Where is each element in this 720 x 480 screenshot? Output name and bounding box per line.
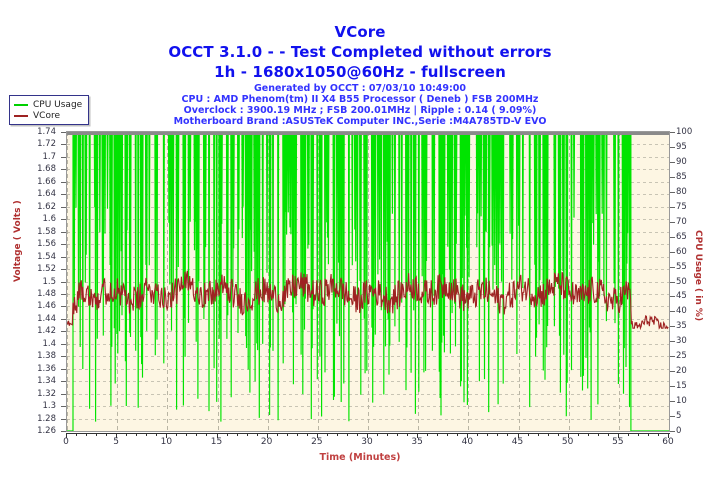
x-axis-tick-label: 25 [311, 437, 323, 447]
y-axis-right-ticks [670, 131, 675, 432]
legend-label-cpu-usage: CPU Usage [33, 99, 83, 110]
y-axis-right-tick-label: 30 [676, 336, 687, 347]
legend-label-vcore: VCore [33, 110, 60, 121]
y-axis-right-tick-label: 75 [676, 201, 687, 212]
y-axis-left-tick-label: 1.32 [37, 388, 56, 399]
y-axis-left-tick-label: 1.6 [42, 214, 56, 225]
plot-series [67, 132, 669, 431]
y-axis-right-tick-label: 85 [676, 171, 687, 182]
x-axis-labels: 0 5 10 15 20 25 30 35 40 45 50 55 60 [63, 437, 674, 451]
y-axis-left-tick-label: 1.4 [42, 338, 56, 349]
chart-legend: CPU Usage VCore [9, 95, 90, 125]
y-axis-right-tick-label: 15 [676, 381, 687, 392]
y-axis-left-tick-label: 1.44 [37, 313, 56, 324]
y-axis-right-title: CPU Usage ( in %) [693, 230, 703, 322]
legend-swatch-icon-cpu-usage [14, 103, 28, 106]
x-axis-tick-label: 45 [511, 437, 524, 447]
y-axis-left-tick-label: 1.66 [37, 176, 56, 187]
x-axis-title: Time (Minutes) [319, 452, 401, 463]
y-axis-left-tick-label: 1.36 [37, 363, 56, 374]
y-axis-left-tick-label: 1.7 [42, 151, 56, 162]
chart-title-line2: OCCT 3.1.0 - - Test Completed without er… [168, 43, 552, 61]
chart-title-line3: 1h - 1680x1050@60Hz - fullscreen [214, 63, 506, 81]
y-axis-right-tick-label: 0 [676, 426, 682, 436]
y-axis-right-tick-label: 45 [676, 291, 687, 302]
x-axis-tick-label: 30 [361, 437, 373, 447]
y-axis-right-tick-label: 20 [676, 366, 687, 377]
y-axis-left-tick-label: 1.68 [37, 164, 56, 175]
y-axis-left-tick-label: 1.46 [37, 301, 56, 312]
y-axis-left-tick-label: 1.28 [37, 413, 56, 424]
x-axis-tick-label: 5 [113, 437, 120, 447]
y-axis-left-tick-label: 1.5 [42, 276, 56, 287]
x-axis-tick-label: 50 [561, 437, 574, 447]
y-axis-right-tick-label: 40 [676, 306, 687, 317]
y-axis-right-tick-label: 5 [676, 411, 682, 422]
y-axis-left-tick-label: 1.58 [37, 226, 56, 237]
legend-item-vcore: VCore [14, 110, 82, 121]
plot-area [66, 131, 670, 432]
info-generated: Generated by OCCT : 07/03/10 10:49:00 [253, 83, 466, 94]
x-axis-tick-label: 15 [210, 437, 223, 447]
x-axis-tick-label: 10 [160, 437, 173, 447]
y-axis-right-labels: 100 95 90 85 80 75 70 65 60 55 50 45 40 35 30 25 20 15 10 5… [672, 127, 706, 436]
y-axis-left-tick-label: 1.26 [37, 426, 56, 436]
system-info-block: Generated by OCCT : 07/03/10 10:49:00 CP… [0, 83, 720, 127]
y-axis-left-tick-label: 1.3 [42, 401, 56, 412]
y-axis-left-tick-label: 1.38 [37, 351, 56, 362]
y-axis-right-tick-label: 25 [676, 351, 687, 362]
y-axis-right-tick-label: 70 [676, 216, 687, 227]
x-axis-tick-label: 35 [411, 437, 423, 447]
y-axis-right-tick-label: 95 [676, 141, 687, 152]
y-axis-left-tick-label: 1.52 [37, 264, 56, 275]
y-axis-left-tick-label: 1.34 [37, 376, 56, 387]
y-axis-left-tick-label: 1.64 [37, 189, 56, 200]
y-axis-left-tick-label: 1.54 [37, 251, 56, 262]
info-cpu: CPU : AMD Phenom(tm) II X4 B55 Processor… [181, 94, 539, 105]
y-axis-right-tick-label: 80 [676, 186, 687, 197]
y-axis-left-tick-label: 1.62 [37, 201, 56, 212]
x-axis-line [66, 433, 670, 438]
chart-title-block: VCore OCCT 3.1.0 - - Test Completed with… [0, 22, 720, 82]
y-axis-right-tick-label: 60 [676, 246, 687, 257]
legend-item-cpu-usage: CPU Usage [14, 99, 82, 110]
legend-swatch-icon-vcore [14, 114, 28, 117]
y-axis-right-tick-label: 55 [676, 261, 687, 272]
x-axis-tick-label: 55 [612, 437, 624, 447]
series-line-vcore [67, 270, 669, 331]
y-axis-right-tick-label: 100 [676, 127, 693, 137]
y-axis-right-tick-label: 35 [676, 321, 687, 332]
y-axis-right-tick-label: 65 [676, 231, 687, 242]
info-motherboard: Motherboard Brand :ASUSTeK Computer INC.… [173, 116, 547, 127]
x-axis-tick-label: 40 [461, 437, 474, 447]
y-axis-left-tick-label: 1.72 [37, 139, 56, 150]
y-axis-left-labels: 1.74 1.72 1.7 1.68 1.66 1.64 1.62 1.6 1.58 1.56 1.… [0, 127, 62, 436]
y-axis-right-tick-label: 10 [676, 396, 687, 407]
x-axis-tick-label: 0 [63, 437, 69, 447]
y-axis-left-tick-label: 1.56 [37, 239, 56, 250]
chart-title-line1: VCore [334, 23, 386, 41]
y-axis-left-tick-label: 1.42 [37, 326, 56, 337]
y-axis-left-title: Voltage ( Volts ) [13, 200, 23, 282]
y-axis-right-tick-label: 90 [676, 156, 687, 167]
series-line-cpu-usage [67, 132, 669, 431]
x-axis-tick-label: 60 [662, 437, 674, 447]
y-axis-left-tick-label: 1.48 [37, 288, 56, 299]
y-axis-left-ticks [61, 131, 66, 432]
plot-top-band [67, 132, 669, 135]
y-axis-left-tick-label: 1.74 [37, 127, 56, 137]
y-axis-right-tick-label: 50 [676, 276, 687, 287]
x-axis-tick-label: 20 [260, 437, 273, 447]
info-overclock: Overclock : 3900.19 MHz ; FSB 200.01MHz … [183, 105, 537, 116]
